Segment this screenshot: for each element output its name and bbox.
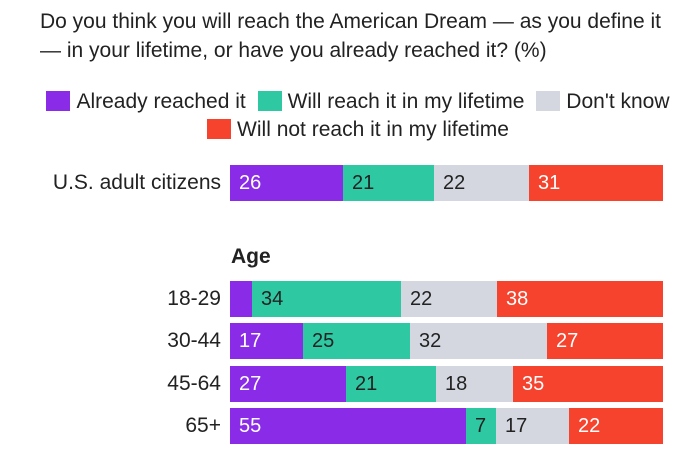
bar-segment-will-not-reach [513,366,663,402]
legend: Already reached it Will reach it in my l… [38,88,678,144]
bar-segment-will-reach [343,165,434,201]
legend-item-already-reached: Already reached it [46,90,246,113]
legend-label: Will not reach it in my lifetime [237,118,509,141]
data-label: 21 [352,172,375,194]
legend-label: Already reached it [76,90,246,113]
data-label: 18 [445,373,468,395]
bar-segment-already-reached [230,165,343,201]
bar-segment-will-reach [252,281,401,317]
data-label: 55 [239,415,262,437]
data-label: 34 [261,288,284,310]
bar-segment-will-reach [303,323,410,359]
data-label: 27 [556,330,579,352]
row-label-45-64: 45-64 [167,372,221,395]
legend-label: Don't know [566,90,670,113]
row-label-65-plus: 65+ [185,414,221,437]
chart-title: Do you think you will reach the American… [40,10,661,62]
bar-segment-will-reach [466,408,496,444]
legend-swatch [207,119,232,139]
group-header-age: Age [231,245,271,268]
bar-segment-already-reached [230,323,303,359]
bar-segment-will-not-reach [569,408,663,444]
row-label-us-adults: U.S. adult citizens [52,171,221,194]
row-label-30-44: 30-44 [167,329,221,352]
bar-segment-already-reached [230,281,252,317]
data-label: 17 [505,415,528,437]
bar-65-plus: 55 7 17 22 [230,408,663,444]
bar-segment-dont-know [496,408,569,444]
bar-segment-will-not-reach [529,165,663,201]
legend-item-will-reach: Will reach it in my lifetime [257,90,525,113]
bar-segment-will-not-reach [547,323,663,359]
data-label: 27 [239,373,262,395]
bar-segment-dont-know [401,281,497,317]
legend-label: Will reach it in my lifetime [287,90,525,113]
data-label: 31 [538,172,561,194]
data-label: 22 [578,415,601,437]
data-label: 32 [419,330,442,352]
legend-swatch [536,91,561,111]
data-label: 25 [312,330,335,352]
row-label-18-29: 18-29 [167,287,221,310]
bar-30-44: 17 25 32 27 [230,323,663,359]
bar-segment-dont-know [410,323,547,359]
data-label: 35 [522,373,545,395]
data-label: 22 [410,288,433,310]
legend-item-will-not-reach: Will not reach it in my lifetime [207,118,509,141]
legend-swatch [46,91,71,111]
bar-segment-already-reached [230,366,346,402]
legend-swatch [257,91,282,111]
legend-item-dont-know: Don't know [536,90,670,113]
bar-segment-dont-know [434,165,529,201]
bar-segment-dont-know [436,366,513,402]
bar-segment-will-reach [346,366,436,402]
bar-segment-will-not-reach [497,281,663,317]
bar-45-64: 27 21 18 35 [230,366,663,402]
data-label: 17 [239,330,262,352]
data-label: 26 [239,172,262,194]
data-label: 21 [355,373,378,395]
data-label: 38 [506,288,529,310]
data-label: 7 [475,415,487,437]
bar-us-adults: 26 21 22 31 [230,165,663,201]
data-label: 22 [443,172,466,194]
bar-18-29: 34 22 38 [230,281,663,317]
bar-segment-already-reached [230,408,466,444]
